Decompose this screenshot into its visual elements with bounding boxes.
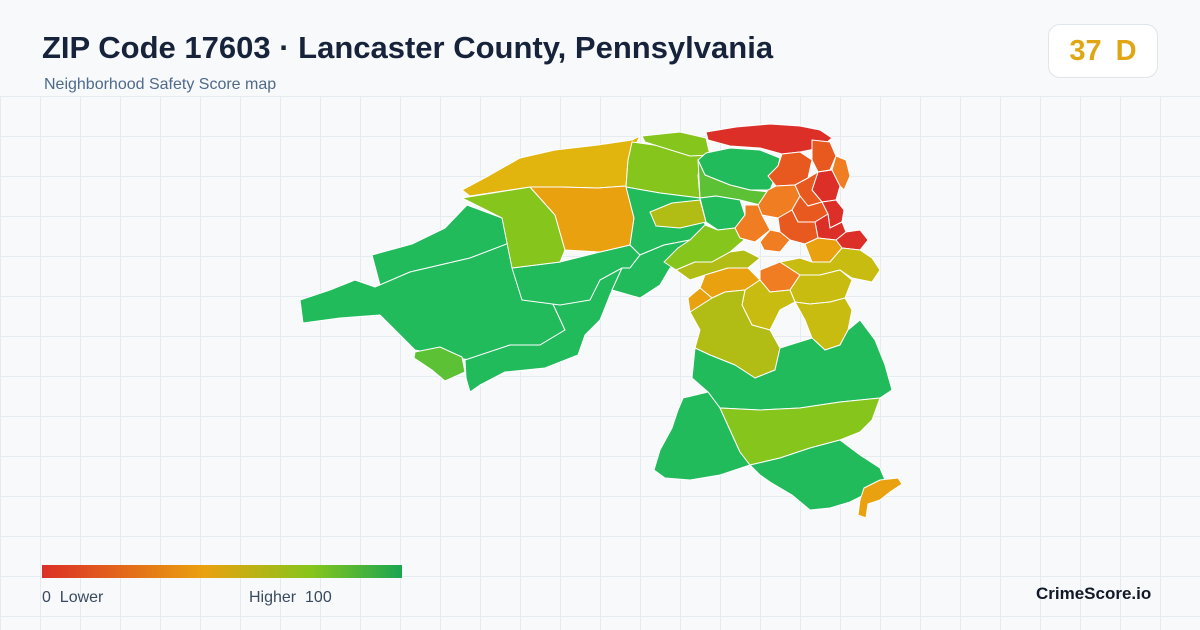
brand-logo-text: CrimeScore.io [1036,584,1152,603]
page-subtitle: Neighborhood Safety Score map [44,76,277,93]
map-region[interactable] [759,229,791,253]
map-region[interactable] [734,204,771,243]
map-region[interactable] [719,397,881,466]
map-region[interactable] [831,155,851,191]
header: ZIP Code 17603 · Lancaster County, Penns… [0,0,1200,97]
score-grade: D [1115,34,1137,67]
score-badge: 37 D [1048,24,1158,78]
legend-min-label: 0 Lower [42,589,103,607]
score-value: 37 [1069,34,1102,67]
map-region[interactable] [857,477,903,519]
legend-max-value: 100 [305,589,332,606]
map-region[interactable] [413,346,466,382]
legend-max-text: Higher [249,589,297,606]
map-region[interactable] [687,287,713,313]
legend-gradient-bar [42,565,402,578]
page-title: ZIP Code 17603 · Lancaster County, Penns… [42,30,774,65]
legend-min-value: 0 [42,589,51,606]
legend-max-label: Higher 100 [249,589,332,607]
map-region[interactable] [675,249,761,281]
legend-min-text: Lower [59,589,104,606]
